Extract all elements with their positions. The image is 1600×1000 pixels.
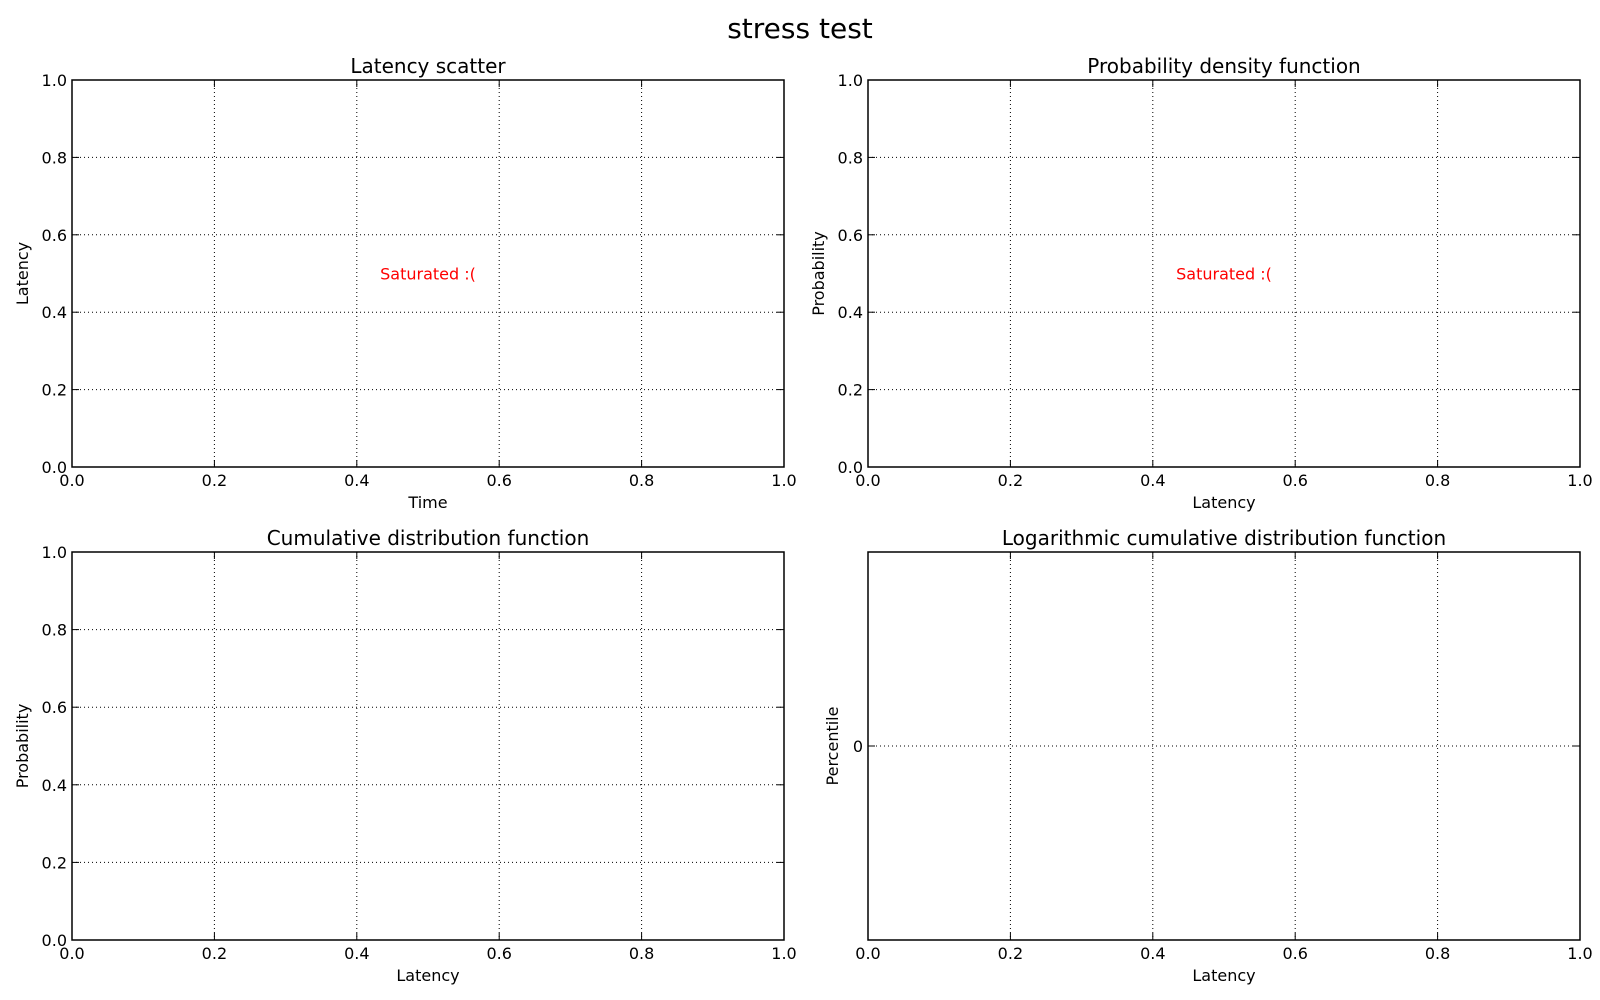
- x-tick-label: 0.6: [1282, 471, 1307, 490]
- y-tick-label: 0.2: [838, 381, 863, 400]
- chart-title: Cumulative distribution function: [267, 526, 590, 550]
- y-tick-label: 0: [853, 737, 863, 756]
- x-tick-label: 1.0: [1567, 944, 1592, 963]
- y-axis-label: Latency: [13, 242, 32, 305]
- x-tick-label: 0.6: [486, 471, 511, 490]
- x-tick-label: 0.6: [1282, 944, 1307, 963]
- y-tick-label: 0.4: [838, 303, 863, 322]
- chart-panel-3: 0.0 0.2 0.4 0.6 0.8 1.0 0.0 0.2 0.4 0.6 0.8 1.0 Cumu…: [13, 526, 797, 985]
- plot-frame: [71, 551, 785, 941]
- y-tick-label: 0.0: [42, 458, 67, 477]
- y-tick-label: 0.0: [42, 931, 67, 950]
- y-tick-label: 0.8: [42, 148, 67, 167]
- plot-area: [72, 552, 784, 940]
- x-tick-label: 0.2: [998, 471, 1023, 490]
- y-tick-label: 1.0: [838, 71, 863, 90]
- y-axis-label: Probability: [809, 231, 828, 316]
- plot-frame: [71, 79, 785, 468]
- x-tick-label: 0.4: [344, 944, 369, 963]
- plot-frame: [867, 79, 1581, 468]
- y-tick-label: 0.6: [838, 226, 863, 245]
- x-tick-label: 0.2: [202, 471, 227, 490]
- x-tick-label: 0.8: [1425, 944, 1450, 963]
- y-tick-label: 0.2: [42, 381, 67, 400]
- x-tick-label: 0.8: [1425, 471, 1450, 490]
- chart-panel-1: 0.0 0.2 0.4 0.6 0.8 1.0 0.0 0.2 0.4 0.6 0.8 1.0 Late…: [13, 54, 797, 512]
- x-tick-label: 1.0: [771, 471, 796, 490]
- chart-panel-4: 0.0 0.2 0.4 0.6 0.8 1.0 0 Logarithmic cumulativ…: [823, 526, 1593, 985]
- chart-title: Logarithmic cumulative distribution func…: [1002, 526, 1446, 550]
- x-axis-label: Latency: [396, 966, 459, 985]
- x-axis-label: Latency: [1192, 493, 1255, 512]
- x-tick-label: 0.4: [344, 471, 369, 490]
- x-tick-label: 0.0: [855, 944, 880, 963]
- x-tick-label: 0.0: [855, 471, 880, 490]
- x-tick-label: 0.2: [998, 944, 1023, 963]
- saturated-annotation: Saturated :(: [1176, 265, 1272, 284]
- y-tick-label: 0.8: [42, 621, 67, 640]
- chart-title: Latency scatter: [350, 54, 506, 78]
- x-tick-label: 0.6: [486, 944, 511, 963]
- y-tick-label: 0.6: [42, 226, 67, 245]
- y-axis-label: Probability: [13, 704, 32, 789]
- chart-title: Probability density function: [1087, 54, 1360, 78]
- x-tick-label: 0.4: [1140, 471, 1165, 490]
- x-tick-label: 0.2: [202, 944, 227, 963]
- x-tick-label: 0.8: [629, 471, 654, 490]
- x-axis-label: Latency: [1192, 966, 1255, 985]
- y-tick-label: 0.4: [42, 303, 67, 322]
- y-tick-label: 0.6: [42, 698, 67, 717]
- figure-title: stress test: [727, 12, 873, 45]
- chart-panel-2: 0.0 0.2 0.4 0.6 0.8 1.0 0.0 0.2 0.4 0.6 0.8 1.0 Prob…: [809, 54, 1593, 512]
- plot-area: [72, 80, 784, 467]
- x-tick-label: 0.0: [59, 471, 84, 490]
- x-tick-label: 0.0: [59, 944, 84, 963]
- y-tick-label: 0.2: [42, 853, 67, 872]
- x-tick-label: 0.4: [1140, 944, 1165, 963]
- x-tick-label: 0.8: [629, 944, 654, 963]
- x-axis-label: Time: [407, 493, 447, 512]
- plot-area: [868, 80, 1580, 467]
- y-axis-label: Percentile: [823, 707, 842, 786]
- y-tick-label: 0.8: [838, 148, 863, 167]
- plot-frame: [867, 551, 1581, 941]
- saturated-annotation: Saturated :(: [380, 265, 476, 284]
- x-tick-label: 1.0: [1567, 471, 1592, 490]
- y-tick-label: 1.0: [42, 71, 67, 90]
- x-tick-label: 1.0: [771, 944, 796, 963]
- y-tick-label: 0.0: [838, 458, 863, 477]
- y-tick-label: 1.0: [42, 543, 67, 562]
- y-tick-label: 0.4: [42, 776, 67, 795]
